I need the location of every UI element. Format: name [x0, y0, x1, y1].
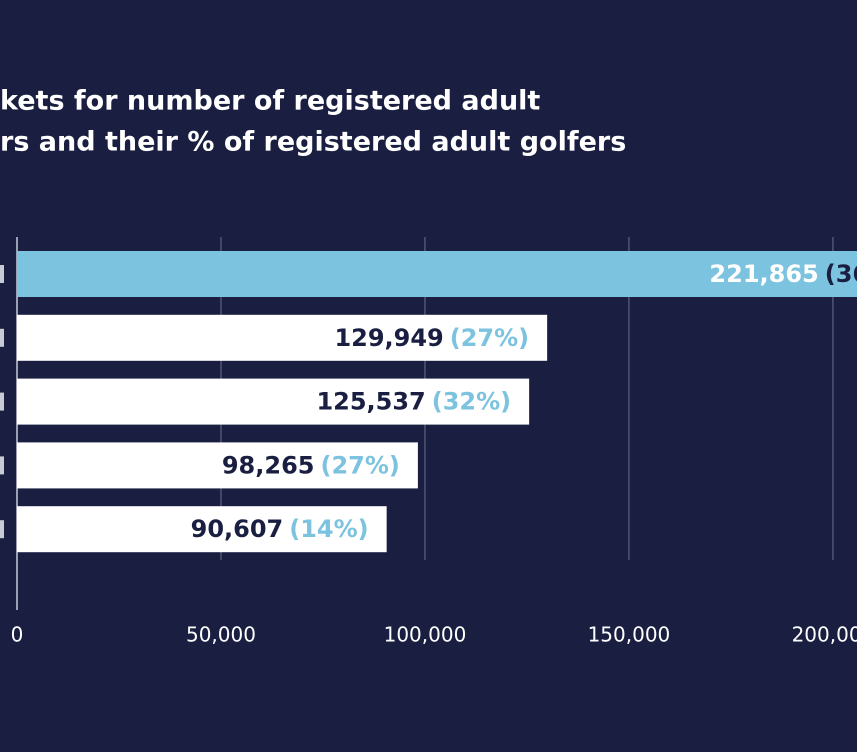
value-label: 129,949: [334, 324, 443, 352]
x-tick-label: 50,000: [186, 623, 256, 647]
x-tick-label: 0: [11, 623, 24, 647]
bar: [17, 442, 418, 489]
flag: [0, 328, 4, 347]
share-label: (36%): [825, 260, 857, 288]
bar-label: 221,865(36%): [709, 260, 857, 288]
bar: [17, 506, 387, 553]
value-label: 98,265: [222, 451, 315, 479]
bar-label: 90,607 (14%): [191, 515, 369, 543]
x-tick-label: 100,000: [384, 623, 467, 647]
bar-label: 129,949 (27%): [334, 324, 529, 352]
bar: [17, 378, 530, 425]
bar: [17, 314, 548, 361]
bar-label: 125,537 (32%): [316, 388, 511, 416]
share-label: (27%): [450, 324, 529, 352]
flag: [0, 392, 4, 411]
value-label: 221,865: [709, 260, 818, 288]
chart-title: kets for number of registered adult: [0, 86, 540, 117]
bar: [17, 251, 857, 297]
share-label: (14%): [289, 515, 368, 543]
flag: [0, 520, 4, 539]
bar-label: 98,265 (27%): [222, 451, 400, 479]
share-label: (32%): [432, 388, 511, 416]
flag: [0, 265, 4, 283]
x-tick-label: 200,000: [792, 623, 857, 647]
share-label: (27%): [320, 451, 399, 479]
x-tick-label: 150,000: [588, 623, 671, 647]
value-label: 125,537: [316, 388, 425, 416]
flag: [0, 456, 4, 475]
chart-title: rs and their % of registered adult golfe…: [0, 127, 626, 158]
value-label: 90,607: [191, 515, 284, 543]
